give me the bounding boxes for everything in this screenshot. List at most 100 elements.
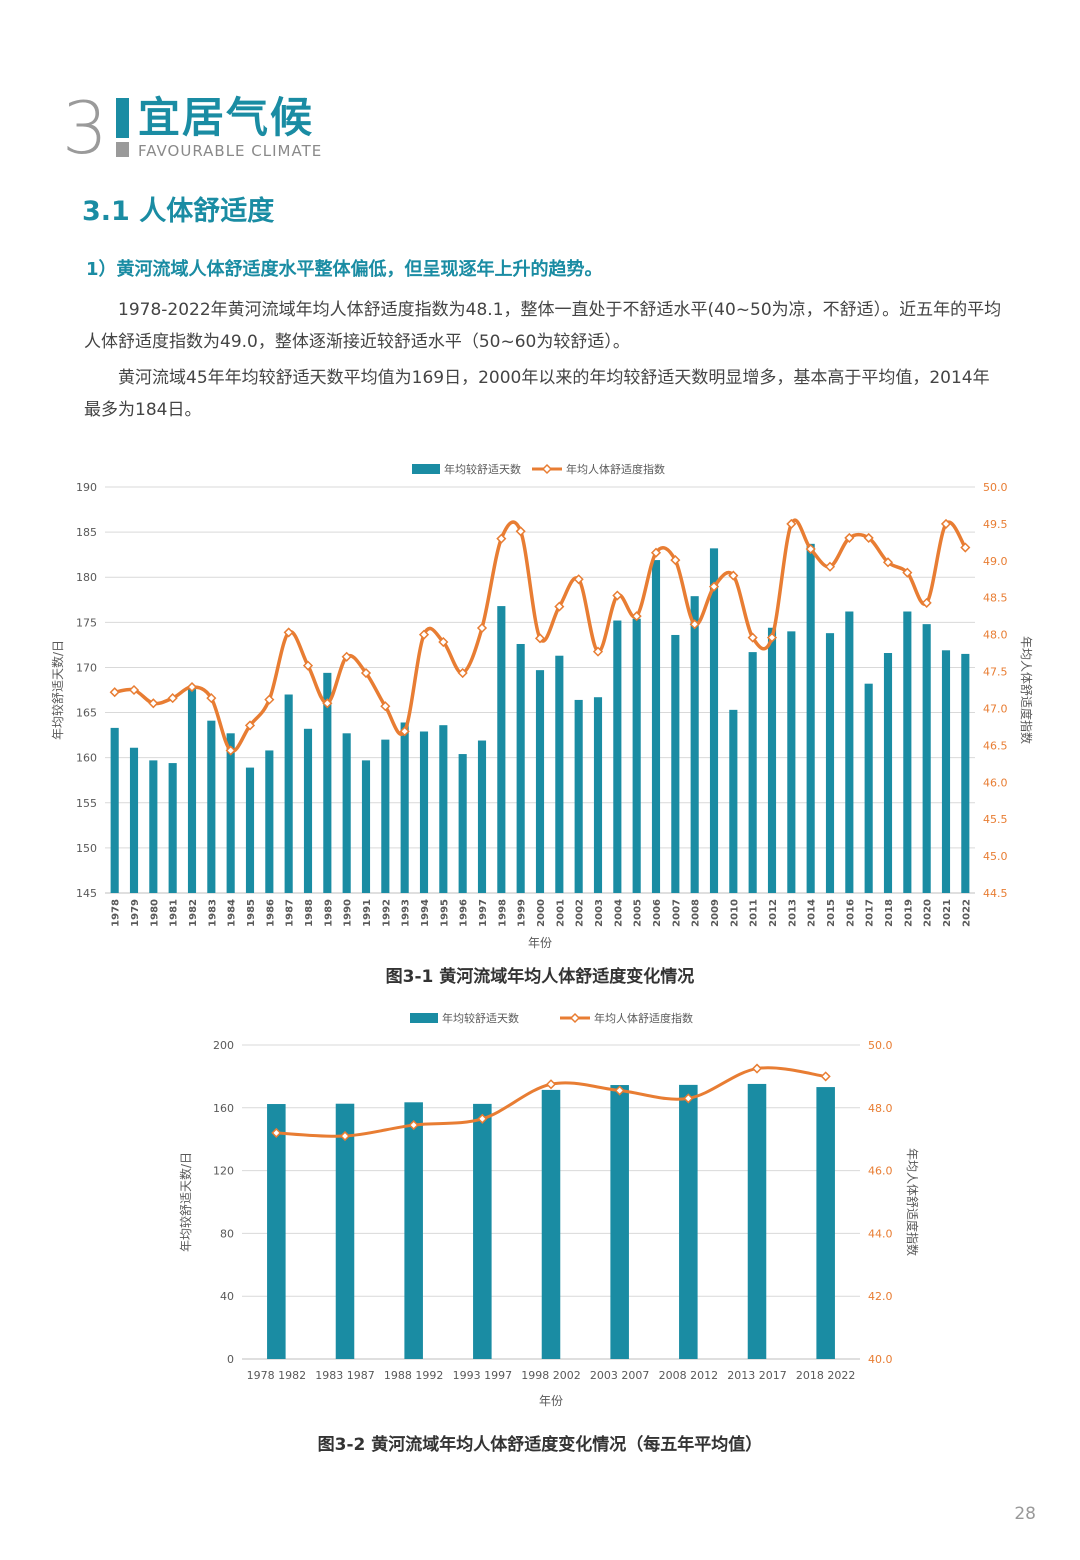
line-marker — [264, 694, 275, 705]
paragraph-2: 黄河流域45年年均较舒适天数平均值为169日，2000年以来的年均较舒适天数明显… — [84, 368, 990, 420]
y-tick-right: 44.5 — [983, 887, 1008, 900]
x-tick-label: 1988 — [304, 899, 315, 927]
line-marker — [631, 611, 642, 622]
x-tick-label: 2017 — [865, 899, 876, 927]
y-axis-right-title: 年均人体舒适度指数 — [1019, 636, 1034, 744]
x-tick-label: 2018 2022 — [796, 1369, 856, 1382]
line-marker — [902, 567, 913, 578]
line-marker — [380, 701, 391, 712]
line-marker — [650, 547, 662, 558]
x-tick-label: 1992 — [381, 899, 392, 927]
bar — [555, 655, 564, 893]
legend-line-marker — [569, 1012, 581, 1024]
y-tick-left: 185 — [76, 526, 97, 539]
bar — [381, 739, 390, 893]
bar — [342, 733, 351, 893]
line-marker — [573, 574, 584, 585]
section-number: 3 — [62, 86, 108, 170]
bar — [226, 733, 235, 893]
x-tick-label: 1978 1982 — [247, 1369, 306, 1382]
legend-line-label: 年均人体舒适度指数 — [594, 1011, 693, 1025]
line-marker — [457, 667, 468, 679]
bar — [845, 611, 854, 893]
x-tick-label: 1993 — [401, 899, 412, 927]
x-tick-label: 2019 — [903, 899, 914, 927]
figure-caption-1: 图3-1 黄河流域年均人体舒适度变化情况 — [385, 967, 695, 987]
y-tick-left: 145 — [76, 887, 97, 900]
bar — [404, 1102, 423, 1359]
y-tick-left: 155 — [76, 797, 97, 810]
section-accent-bar-gray — [116, 142, 129, 157]
line-marker — [863, 532, 874, 543]
y-tick-right: 48.0 — [868, 1102, 893, 1115]
bar — [335, 1103, 355, 1359]
bar — [709, 548, 719, 893]
x-tick-label: 1980 — [149, 899, 160, 927]
bar — [767, 627, 777, 893]
bar — [168, 763, 177, 893]
y-tick-right: 40.0 — [868, 1353, 893, 1366]
bar — [787, 631, 796, 893]
x-tick-label: 2018 — [884, 899, 895, 927]
bar — [361, 760, 371, 893]
x-tick-label: 1986 — [265, 899, 276, 927]
x-tick-label: 1996 — [459, 899, 470, 927]
subsection-title: 3.1 人体舒适度 — [82, 196, 275, 227]
line-marker — [751, 1063, 763, 1074]
y-tick-left: 200 — [213, 1039, 234, 1052]
bar — [129, 747, 139, 893]
paragraph-1: 1978-2022年黄河流域年均人体舒适度指数为48.1，整体一直处于不舒适水平… — [84, 300, 1002, 352]
x-tick-label: 1982 — [188, 899, 199, 927]
x-tick-label: 1990 — [343, 899, 354, 927]
bar — [883, 653, 893, 893]
legend-bar-swatch — [410, 1013, 438, 1023]
x-tick-label: 2012 — [768, 899, 779, 927]
figure-caption-2: 图3-2 黄河流域年均人体舒适度变化情况（每五年平均值） — [317, 1435, 763, 1455]
x-tick-label: 2020 — [923, 899, 934, 927]
y-tick-left: 80 — [220, 1227, 234, 1240]
y-tick-right: 42.0 — [868, 1290, 893, 1303]
y-tick-right: 47.5 — [983, 666, 1008, 679]
line-marker — [225, 745, 236, 756]
chart-five-year-comfort: 0 40 80 120 160 200 40.0 42.0 44.0 46.0 48.0 50.0 19… — [178, 1011, 920, 1408]
line-marker — [408, 1120, 419, 1131]
y-tick-left: 165 — [76, 707, 97, 720]
x-tick-label: 1998 2002 — [521, 1369, 581, 1382]
line-marker — [496, 533, 507, 544]
bar — [267, 1104, 286, 1359]
x-axis-title: 年份 — [528, 936, 552, 950]
x-tick-label: 2000 — [536, 899, 547, 927]
y-axis-left-title: 年均较舒适天数/日 — [178, 1152, 193, 1252]
line-marker — [728, 570, 739, 581]
x-tick-label: 1998 — [497, 899, 508, 927]
line-marker — [271, 1127, 282, 1138]
line-marker — [786, 518, 797, 529]
y-tick-right: 44.0 — [868, 1227, 893, 1240]
line-marker — [186, 681, 198, 693]
bar — [458, 754, 467, 893]
y-tick-right: 46.0 — [983, 776, 1008, 789]
x-tick-label: 1981 — [169, 899, 180, 927]
line-marker — [554, 601, 565, 612]
line-marker — [670, 555, 681, 566]
line-marker — [940, 518, 952, 529]
line-marker — [683, 1093, 694, 1104]
section-accent-bar — [116, 98, 129, 138]
bar — [679, 1084, 698, 1359]
x-tick-label: 1988 1992 — [384, 1369, 444, 1382]
x-tick-label: 1999 — [517, 899, 528, 927]
bar — [400, 722, 409, 893]
x-tick-label: 2002 — [575, 899, 586, 927]
line-marker — [515, 526, 526, 537]
legend-line-label: 年均人体舒适度指数 — [566, 462, 665, 476]
y-tick-left: 170 — [76, 661, 97, 674]
bar — [651, 560, 661, 893]
bar — [632, 618, 641, 893]
bar — [903, 611, 912, 893]
line-marker — [592, 646, 604, 657]
line-marker — [844, 532, 855, 543]
line-marker — [820, 1071, 831, 1082]
bar — [729, 709, 738, 893]
page-number: 28 — [1014, 1504, 1036, 1524]
x-tick-label: 2016 — [845, 899, 856, 927]
